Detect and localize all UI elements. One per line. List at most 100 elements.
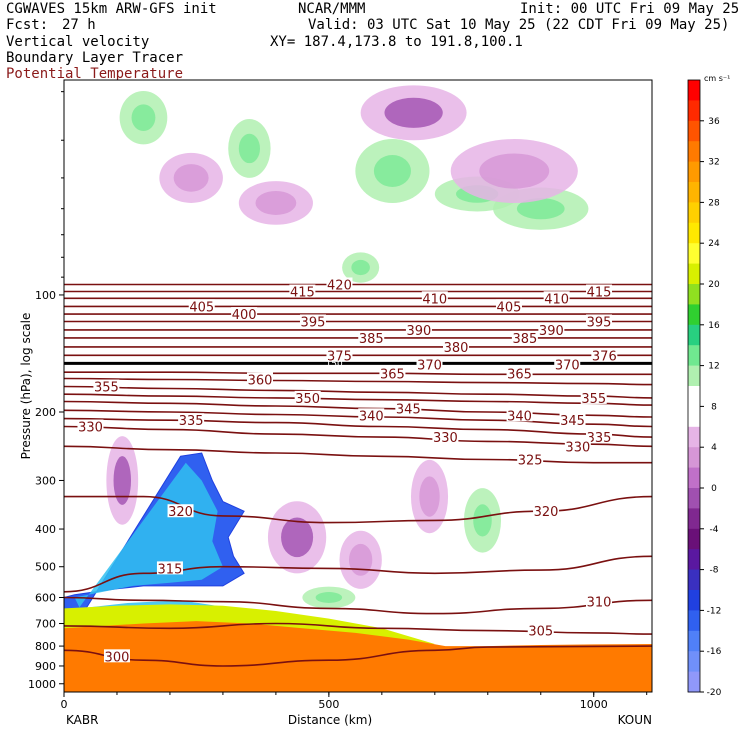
theta-label: 405 bbox=[189, 300, 214, 315]
downdraft-core bbox=[419, 476, 440, 517]
colorbar-swatch bbox=[688, 263, 700, 285]
center-name: NCAR/MMM bbox=[298, 1, 366, 17]
theta-label-bg bbox=[495, 299, 522, 313]
theta-label: 330 bbox=[78, 421, 103, 436]
y-axis-label: Pressure (hPa), log scale bbox=[19, 313, 33, 460]
colorbar-tick-label: 28 bbox=[708, 198, 720, 208]
theta-label: 310 bbox=[587, 596, 612, 611]
theta-label: 385 bbox=[359, 332, 384, 347]
theta-label-bg bbox=[405, 322, 432, 336]
theta-label-bg bbox=[326, 277, 353, 291]
theta-contour-365 bbox=[64, 371, 652, 376]
theta-label: 315 bbox=[158, 562, 183, 577]
theta-contour-310 bbox=[64, 596, 652, 615]
theta-contour-305 bbox=[64, 622, 652, 635]
boundary-layer-tracer-layer bbox=[64, 452, 652, 692]
theta-label: 376 bbox=[592, 349, 617, 364]
colorbar-tick-label: 36 bbox=[708, 117, 720, 127]
colorbar-swatch bbox=[688, 345, 700, 367]
theta-label: 325 bbox=[518, 454, 543, 469]
colorbar-tick-label: 8 bbox=[711, 402, 717, 412]
theta-label-bg bbox=[538, 322, 565, 336]
updraft-core bbox=[516, 198, 565, 220]
theta-label-bg bbox=[93, 379, 120, 393]
theta-contour-355 bbox=[64, 385, 652, 399]
axes-layer: 0 500 1000 100 200 300 400 500 600 700 800 900 1000 bbox=[28, 79, 653, 711]
valid-time: Valid: 03 UTC Sat 10 May 25 (22 CDT Fri … bbox=[308, 17, 730, 33]
colorbar-swatch bbox=[688, 80, 700, 101]
theta-label-bg bbox=[586, 314, 613, 328]
updraft-core bbox=[131, 104, 156, 132]
updraft-core bbox=[238, 133, 260, 164]
colorbar-frame bbox=[687, 79, 701, 693]
terrain-fill bbox=[64, 673, 652, 692]
y-tick-label: 200 bbox=[35, 406, 56, 419]
tracer-plume-inner bbox=[64, 462, 287, 629]
theta-label: 400 bbox=[232, 308, 257, 323]
y-tick-label: 400 bbox=[35, 523, 56, 536]
theta-label-bg bbox=[586, 430, 613, 444]
theta-label-bg bbox=[564, 439, 591, 453]
colorbar-swatch bbox=[688, 426, 700, 448]
colorbar-swatch bbox=[688, 243, 700, 265]
colorbar-swatch bbox=[688, 222, 700, 244]
plot-frame bbox=[63, 79, 653, 693]
colorbar-swatch bbox=[688, 386, 700, 407]
theta-contour-315 bbox=[64, 555, 652, 593]
theta-label: 420 bbox=[327, 279, 352, 294]
theta-label: 390 bbox=[539, 324, 564, 339]
theta-label-bg bbox=[395, 401, 422, 415]
colorbar-swatch bbox=[688, 120, 700, 142]
theta-label: 300 bbox=[105, 650, 130, 665]
y-tick-label: 900 bbox=[35, 660, 56, 673]
theta-label: 345 bbox=[560, 414, 585, 429]
theta-label: 375 bbox=[327, 349, 352, 364]
theta-label-bg bbox=[231, 307, 258, 321]
colorbar-tick-label: 32 bbox=[708, 158, 719, 168]
theta-label-bg bbox=[432, 430, 459, 444]
theta-label: 340 bbox=[359, 409, 384, 424]
theta-label-bg bbox=[188, 299, 215, 313]
theta-label-bg bbox=[167, 504, 194, 518]
theta-label: 345 bbox=[396, 403, 421, 418]
x-tick-label: 0 bbox=[61, 698, 68, 711]
theta-label-bg bbox=[156, 561, 183, 575]
theta-label-bg bbox=[103, 649, 130, 663]
colorbar-unit: cm s⁻¹ bbox=[704, 74, 730, 83]
updraft-core bbox=[351, 259, 370, 276]
theta-label: 320 bbox=[168, 505, 193, 520]
theta-label: 370 bbox=[555, 359, 580, 374]
right-station: KOUN bbox=[618, 713, 652, 727]
updraft-core bbox=[315, 592, 343, 603]
theta-label: 335 bbox=[179, 414, 204, 429]
theta-label-bg bbox=[326, 348, 353, 362]
colorbar-swatch bbox=[688, 610, 700, 632]
theta-contour-360 bbox=[64, 377, 652, 386]
cross-section-endpoints: XY= 187.4,173.8 to 191.8,100.1 bbox=[270, 34, 523, 50]
theta-label-bg bbox=[289, 284, 316, 298]
colorbar-swatch bbox=[688, 651, 700, 673]
theta-contour-335 bbox=[64, 417, 652, 438]
colorbar-swatch bbox=[688, 488, 700, 509]
theta-label: 415 bbox=[290, 286, 315, 301]
colorbar-tick-label: -8 bbox=[710, 566, 719, 576]
theta-label-bg bbox=[421, 291, 448, 305]
downdraft-core bbox=[113, 456, 132, 505]
theta-label-bg bbox=[178, 413, 205, 427]
colorbar-tick-label: -12 bbox=[707, 606, 722, 616]
theta-label: 365 bbox=[380, 367, 405, 382]
colorbar-tick-label: 20 bbox=[708, 280, 720, 290]
init-time: Init: 00 UTC Fri 09 May 25 bbox=[520, 1, 740, 17]
theta-label-bg bbox=[527, 623, 554, 637]
theta-label-bg bbox=[586, 594, 613, 608]
downdraft-core bbox=[281, 517, 314, 558]
theta-label: 370 bbox=[417, 359, 442, 374]
colorbar-swatch bbox=[688, 100, 700, 122]
y-tick-label: 700 bbox=[35, 618, 56, 631]
x-axis-label: Distance (km) bbox=[288, 713, 372, 727]
theta-label-bg bbox=[559, 413, 586, 427]
colorbar-swatch bbox=[688, 569, 700, 591]
theta-contour-350 bbox=[64, 393, 652, 406]
colorbar-swatch bbox=[688, 141, 700, 163]
